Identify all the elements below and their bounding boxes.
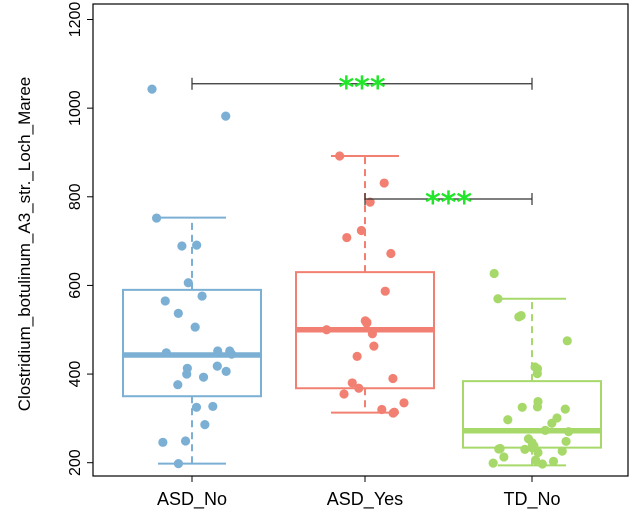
data-point <box>533 447 543 458</box>
data-point <box>347 378 357 388</box>
significance-bracket: *** <box>191 71 533 106</box>
data-point <box>321 325 332 335</box>
data-point <box>354 383 364 393</box>
data-point <box>532 402 543 412</box>
data-point <box>532 369 542 379</box>
data-point <box>198 372 209 382</box>
data-point <box>158 437 168 447</box>
data-point <box>352 351 362 361</box>
data-point <box>182 369 192 379</box>
box-group-td-no <box>462 268 602 469</box>
data-point <box>380 286 390 296</box>
data-point <box>161 348 171 358</box>
data-point <box>499 452 509 462</box>
data-point <box>520 444 530 455</box>
y-tick-label: 800 <box>67 183 84 210</box>
data-point <box>173 458 184 469</box>
y-axis: 200 400 600 800 1000 1200 <box>67 2 93 476</box>
data-point <box>530 455 541 465</box>
data-point <box>339 389 349 399</box>
data-point <box>563 427 574 437</box>
data-point <box>212 361 222 371</box>
data-point <box>365 197 375 207</box>
data-point <box>399 398 409 408</box>
plot-frame <box>92 3 629 477</box>
data-point <box>147 84 157 94</box>
data-point <box>517 402 527 412</box>
data-point <box>221 111 231 121</box>
data-point <box>369 341 379 351</box>
plot-area: *** *** <box>122 71 602 469</box>
data-point <box>208 401 218 412</box>
data-point <box>488 458 498 468</box>
data-point <box>547 418 557 428</box>
data-point <box>197 291 207 301</box>
box-group-asd-yes <box>295 151 435 418</box>
y-axis-label: Clostridium_botulinum_A3_str._Loch_Maree <box>15 77 34 412</box>
data-point <box>379 178 389 188</box>
data-point <box>227 349 237 359</box>
y-tick-label: 600 <box>67 272 84 299</box>
x-axis: ASD_No ASD_Yes TD_No <box>157 476 561 510</box>
data-point <box>190 322 200 332</box>
data-point <box>489 268 499 279</box>
data-point <box>191 402 202 412</box>
data-point <box>221 366 231 377</box>
y-tick-label: 1200 <box>67 2 84 38</box>
box-iqr <box>122 288 262 398</box>
data-point <box>180 436 191 446</box>
x-tick-label: ASD_No <box>157 489 227 510</box>
data-point <box>493 294 503 304</box>
data-point <box>503 415 513 425</box>
data-point <box>527 443 537 453</box>
significance-bracket: *** <box>364 186 533 221</box>
x-tick-label: TD_No <box>503 489 560 510</box>
data-point <box>494 444 504 454</box>
data-point <box>540 425 550 435</box>
data-point <box>362 318 372 328</box>
significance-label: *** <box>338 71 385 106</box>
data-point <box>151 213 162 223</box>
data-point <box>537 459 548 469</box>
significance-label: *** <box>425 186 472 221</box>
y-tick-label: 200 <box>67 449 84 476</box>
data-point <box>561 436 571 447</box>
box-group-asd-no <box>122 84 262 469</box>
data-point <box>192 240 202 250</box>
data-point <box>200 419 210 430</box>
x-tick-label: ASD_Yes <box>327 489 403 510</box>
data-point <box>335 151 345 161</box>
data-point <box>388 408 398 418</box>
data-point <box>562 336 572 346</box>
data-point <box>173 308 183 318</box>
data-point <box>213 346 223 356</box>
data-point <box>367 329 377 339</box>
data-point <box>177 241 187 251</box>
data-point <box>377 404 387 415</box>
data-point <box>342 232 352 243</box>
y-tick-label: 400 <box>67 361 84 388</box>
data-point <box>160 296 170 306</box>
data-point <box>356 225 366 236</box>
data-point <box>183 278 193 288</box>
data-point <box>557 446 567 456</box>
data-point <box>386 248 396 259</box>
data-point <box>173 380 183 390</box>
data-point <box>388 373 398 384</box>
data-point <box>548 456 559 466</box>
y-tick-label: 1000 <box>67 90 84 126</box>
data-point <box>560 404 570 414</box>
data-point <box>514 312 524 322</box>
